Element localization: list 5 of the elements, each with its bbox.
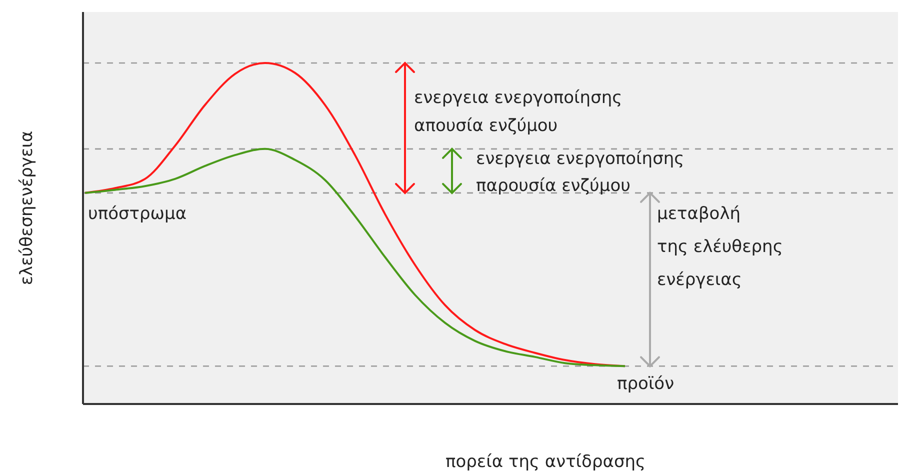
annotation: υπόστρωμα	[88, 204, 187, 224]
annotation: προϊόν	[617, 374, 674, 394]
x-axis-title: πορεία της αντίδρασης	[446, 452, 646, 472]
annotation: μεταβολή της ελέυθερης ενέργειας	[657, 204, 783, 290]
y-axis-title: ελεύθεσηενέργεια	[17, 130, 37, 286]
